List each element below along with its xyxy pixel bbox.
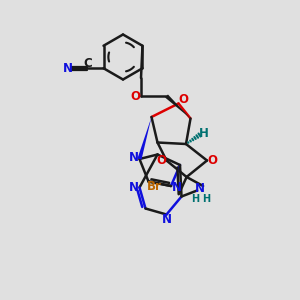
Text: O: O [207, 154, 218, 167]
Polygon shape [137, 117, 152, 160]
Text: N: N [195, 182, 205, 196]
Text: N: N [128, 181, 139, 194]
Text: C: C [83, 57, 92, 70]
Text: N: N [129, 151, 139, 164]
Text: H: H [191, 194, 200, 205]
Text: O: O [178, 93, 188, 106]
Text: O: O [156, 154, 166, 167]
Text: H: H [199, 127, 208, 140]
Text: N: N [63, 62, 73, 75]
Polygon shape [165, 94, 190, 118]
Text: O: O [130, 89, 141, 103]
Text: N: N [172, 181, 182, 194]
Text: H: H [202, 194, 210, 205]
Text: Br: Br [147, 180, 162, 194]
Text: N: N [162, 213, 172, 226]
